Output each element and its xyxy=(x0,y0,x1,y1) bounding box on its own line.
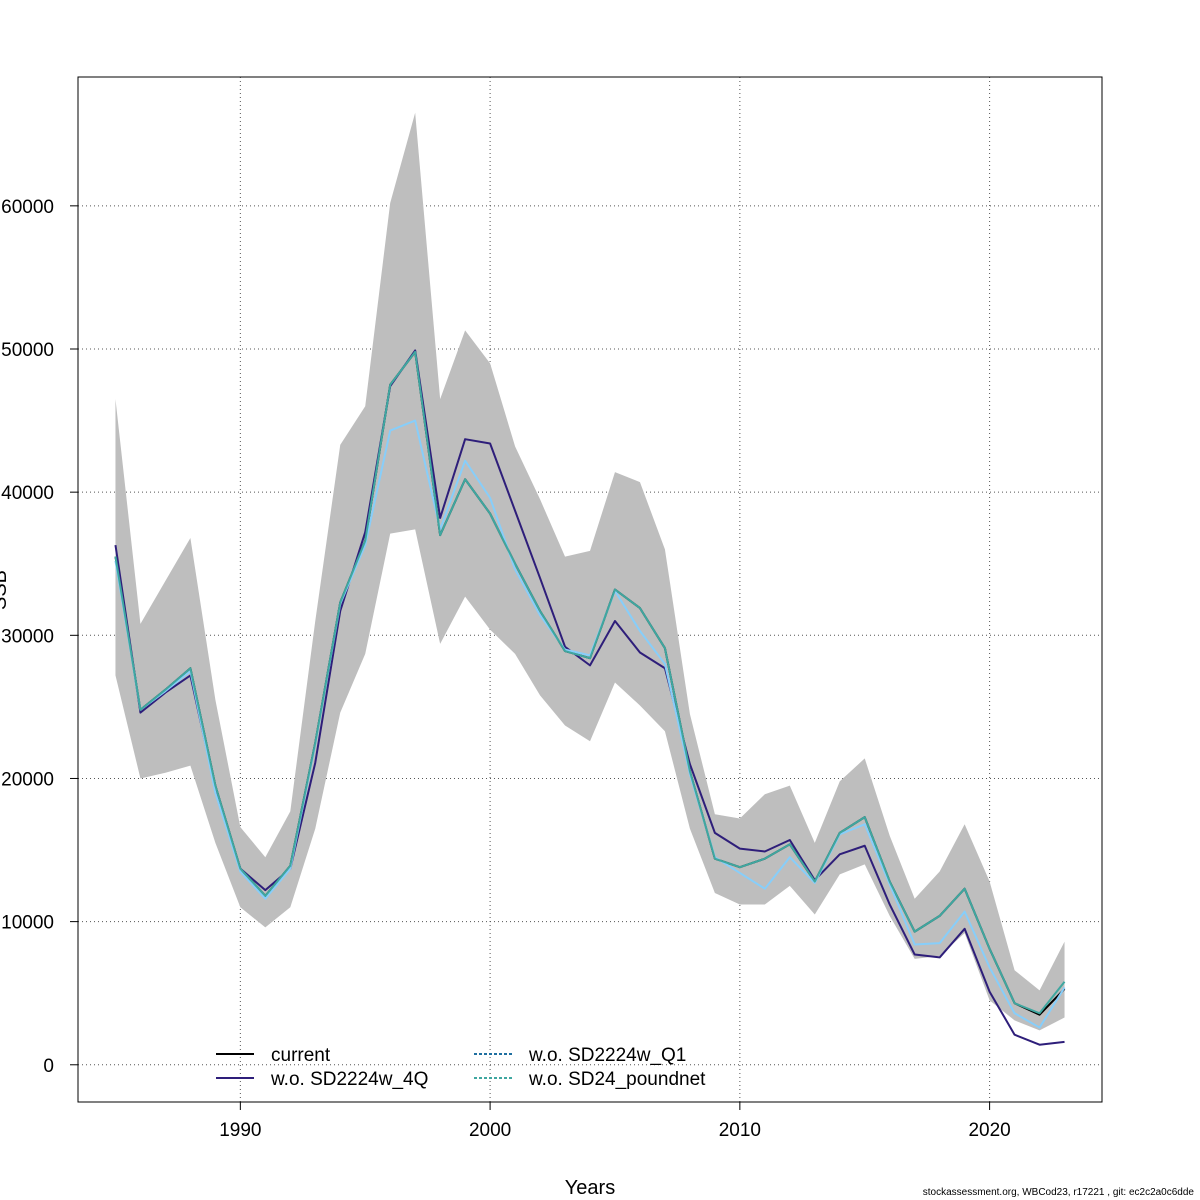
x-axis-title: Years xyxy=(565,1177,615,1199)
legend-label-1: w.o. SD2224w_4Q xyxy=(270,1069,428,1090)
legend-label-0: current xyxy=(271,1045,331,1066)
y-tick-label: 60000 xyxy=(1,197,54,218)
plot-frame xyxy=(77,76,1103,1103)
series-line-3 xyxy=(114,350,1066,1015)
y-axis-title: SSB xyxy=(0,570,11,610)
y-tick-label: 50000 xyxy=(1,340,54,361)
x-tick-label: 2020 xyxy=(968,1120,1010,1141)
x-tick-label: 1990 xyxy=(219,1120,261,1141)
legend: current w.o. SD2224w_4Q w.o. SD2224w_Q1 w.o… xyxy=(216,1045,706,1090)
x-tick-label: 2000 xyxy=(469,1120,511,1141)
legend-label-2: w.o. SD2224w_Q1 xyxy=(528,1045,686,1066)
x-tick-label: 2010 xyxy=(719,1120,761,1141)
axis-ticks: 1990 2000 2010 2020 0 10000 20000 30000 40000 500… xyxy=(1,197,1011,1141)
y-tick-label: 0 xyxy=(43,1056,54,1077)
legend-label-3: w.o. SD24_poundnet xyxy=(528,1069,706,1090)
series-lines xyxy=(114,349,1066,1046)
y-tick-label: 10000 xyxy=(1,913,54,934)
confidence-band-area xyxy=(115,112,1065,1031)
y-tick-label: 40000 xyxy=(1,483,54,504)
series-line-1 xyxy=(114,349,1065,1046)
y-tick-label: 30000 xyxy=(1,626,54,647)
y-tick-label: 20000 xyxy=(1,769,54,790)
confidence-band xyxy=(115,112,1065,1031)
footer-note: stockassessment.org, WBCod23, r17221 , g… xyxy=(922,1187,1194,1198)
